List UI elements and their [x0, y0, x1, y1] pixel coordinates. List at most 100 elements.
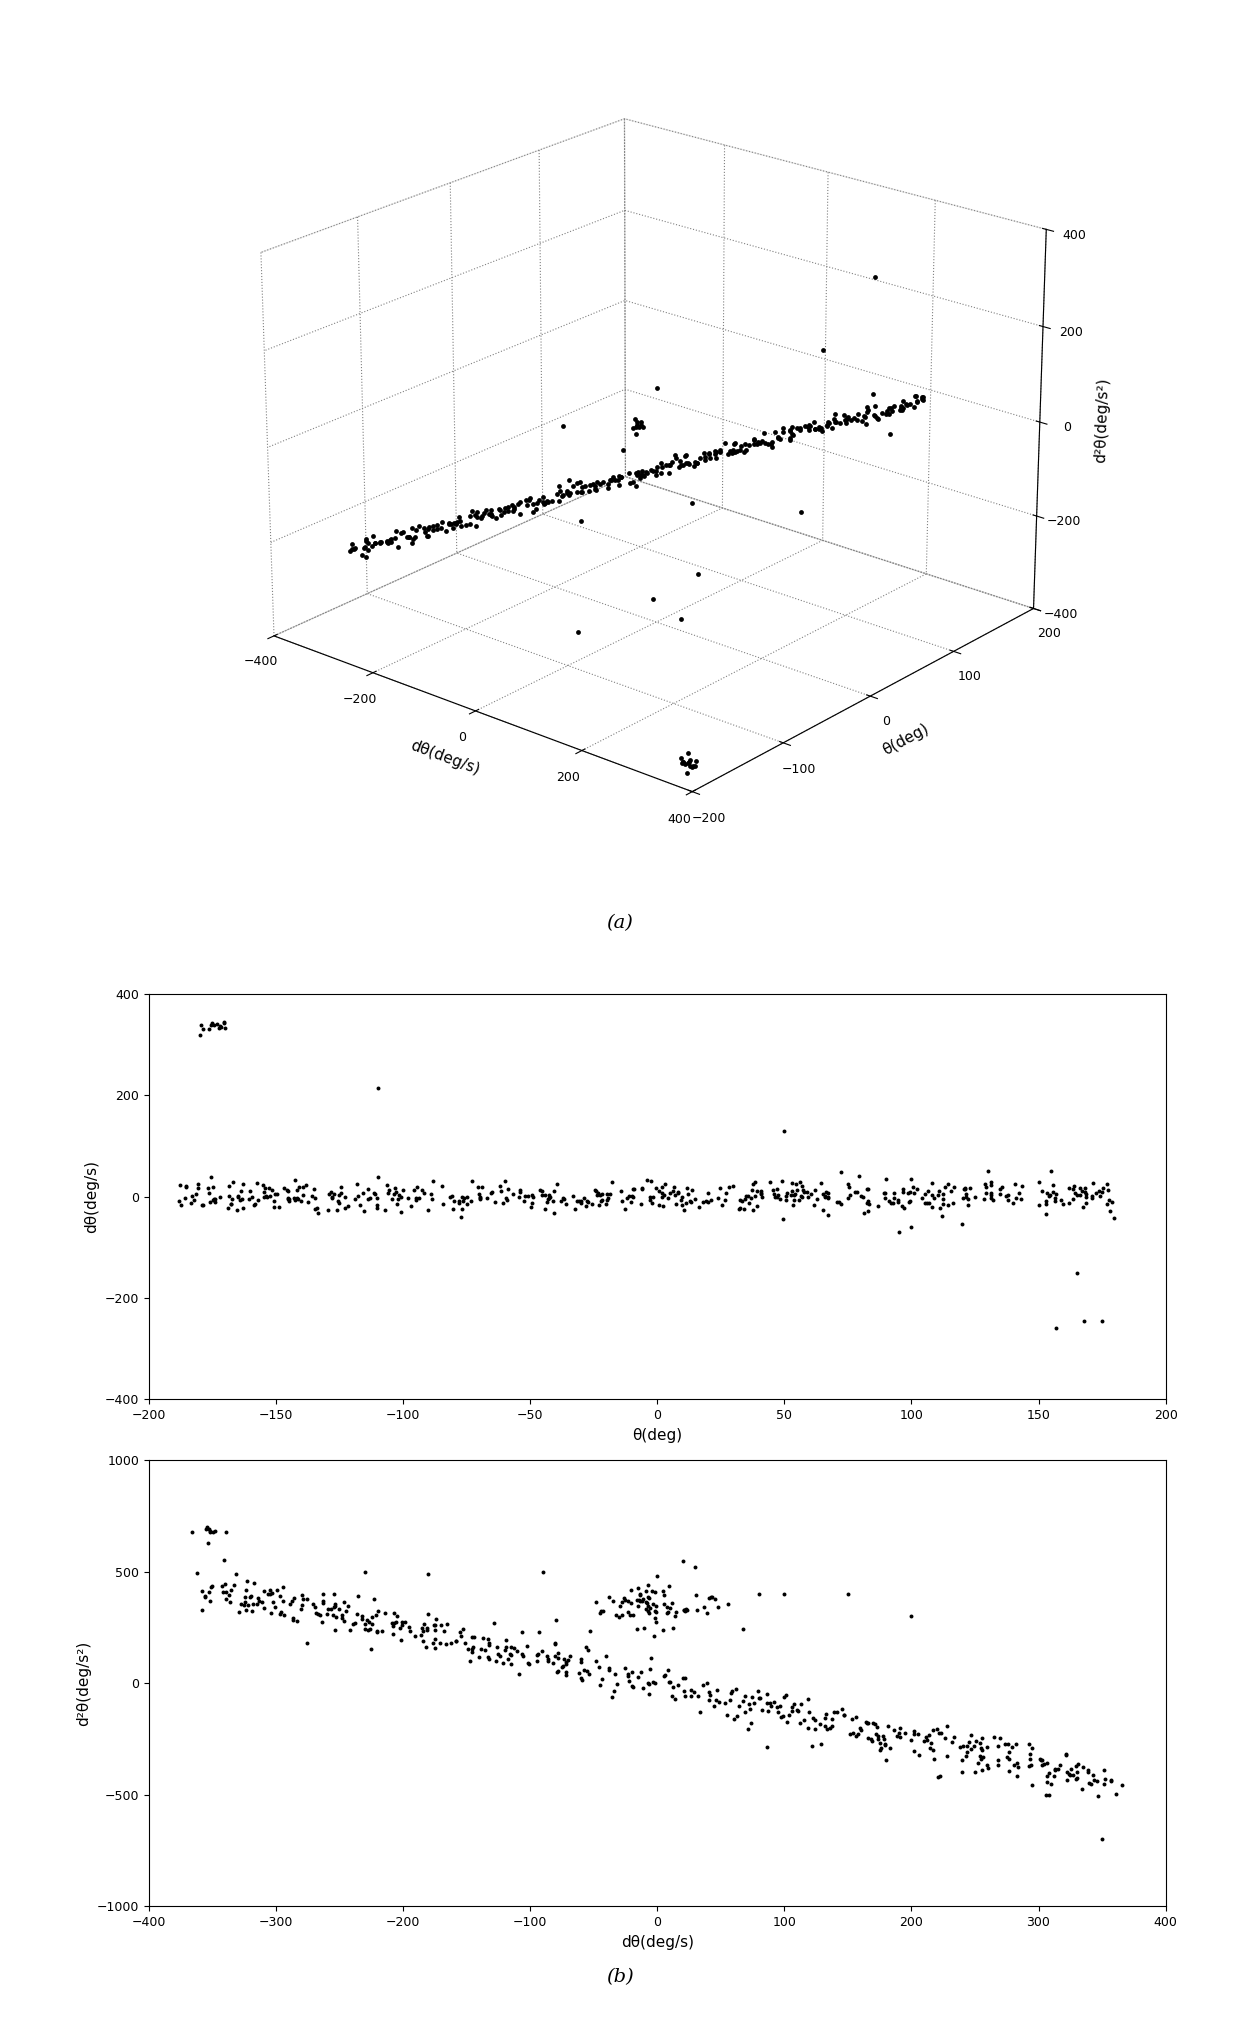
Point [345, 1606, 365, 1639]
Point [856, 1706, 875, 1738]
Point [1059, 1172, 1079, 1205]
Point [1086, 1176, 1106, 1209]
Point [396, 1606, 415, 1639]
Point [492, 1647, 512, 1679]
Point [507, 1635, 527, 1667]
Point [748, 1675, 768, 1708]
Point [285, 1184, 305, 1217]
Point [971, 1732, 991, 1764]
Point [497, 1184, 517, 1217]
Point [367, 1192, 387, 1225]
Point [657, 1592, 677, 1624]
Point [631, 1172, 651, 1205]
Point [336, 1594, 356, 1626]
Point [325, 1588, 345, 1620]
Point [618, 1657, 637, 1689]
Point [539, 1180, 559, 1213]
Point [854, 1197, 874, 1229]
Point [920, 1732, 940, 1764]
Point [376, 1194, 396, 1227]
Point [981, 1178, 1001, 1211]
Point [982, 1168, 1002, 1201]
Point [440, 1180, 460, 1213]
Point [655, 1588, 675, 1620]
Point [449, 1184, 469, 1217]
Point [377, 1168, 397, 1201]
Point [547, 1168, 567, 1201]
Point [187, 1558, 207, 1590]
Point [238, 1590, 258, 1622]
Point [412, 1612, 432, 1645]
Point [647, 1560, 667, 1592]
Point [698, 1176, 718, 1209]
Point [928, 1714, 947, 1746]
Point [790, 1706, 810, 1738]
Point [241, 1174, 260, 1207]
Point [781, 1168, 801, 1201]
Point [620, 1600, 640, 1633]
Point [763, 1174, 782, 1207]
Point [694, 1592, 714, 1624]
Point [522, 1190, 542, 1223]
Point [513, 1641, 533, 1673]
Point [672, 1180, 692, 1213]
Point [601, 1166, 621, 1199]
Point [909, 1738, 929, 1770]
Point [288, 1182, 308, 1215]
Point [205, 1515, 224, 1547]
Point [279, 1182, 299, 1215]
Point [210, 1180, 229, 1213]
Point [537, 1639, 557, 1671]
Point [770, 1182, 790, 1215]
Point [988, 1744, 1008, 1777]
Point [537, 1186, 557, 1219]
Point [672, 1661, 692, 1693]
Point [412, 1618, 432, 1651]
Point [673, 1545, 693, 1578]
Point [890, 1712, 910, 1744]
Point [734, 1192, 754, 1225]
Point [720, 1677, 740, 1710]
Point [956, 1740, 976, 1772]
Point [892, 1190, 911, 1223]
Point [981, 1166, 1001, 1199]
Point [839, 1718, 859, 1750]
Point [697, 1667, 717, 1699]
Point [191, 1010, 211, 1042]
Point [852, 1180, 872, 1213]
Point [732, 1184, 751, 1217]
Point [363, 1176, 383, 1209]
Point [615, 1653, 635, 1685]
Point [254, 1176, 274, 1209]
Point [707, 1683, 727, 1716]
Point [260, 1598, 280, 1631]
Point [405, 1620, 425, 1653]
Point [433, 1186, 453, 1219]
Point [728, 1699, 748, 1732]
Point [221, 1188, 241, 1221]
Point [219, 1580, 239, 1612]
Point [801, 1178, 821, 1211]
Point [782, 1174, 802, 1207]
Point [496, 1631, 516, 1663]
Point [893, 1176, 913, 1209]
Point [652, 1170, 672, 1203]
Point [631, 1188, 651, 1221]
Point [1006, 1728, 1025, 1760]
Point [976, 1172, 996, 1205]
Point [295, 1168, 315, 1201]
Point [216, 1012, 236, 1044]
Point [355, 1608, 374, 1641]
Point [636, 1576, 656, 1608]
Point [556, 1645, 575, 1677]
Point [327, 1194, 347, 1227]
Point [176, 1170, 196, 1203]
Point [451, 1201, 471, 1233]
Point [417, 1612, 436, 1645]
Point [269, 1598, 289, 1631]
Point [900, 1176, 920, 1209]
Point [820, 1712, 839, 1744]
Point [644, 1588, 663, 1620]
Point [405, 1184, 425, 1217]
Point [414, 1608, 434, 1641]
